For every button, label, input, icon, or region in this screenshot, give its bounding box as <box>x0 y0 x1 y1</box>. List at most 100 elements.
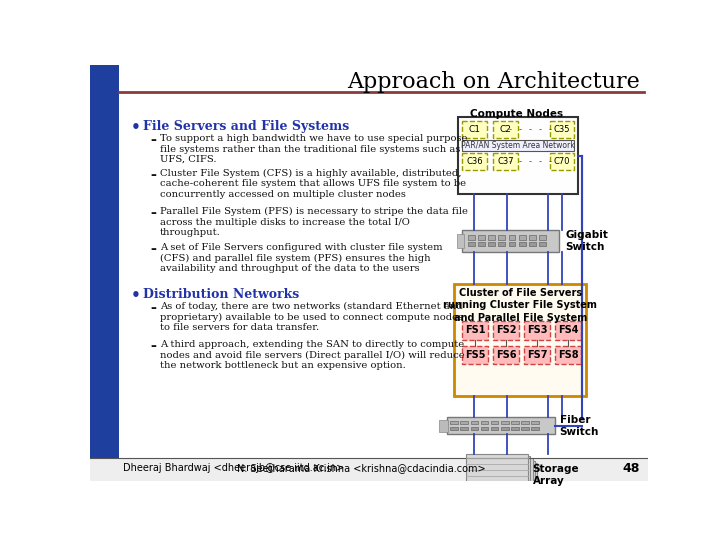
Text: Gigabit
Switch: Gigabit Switch <box>565 231 608 252</box>
Bar <box>531 427 539 430</box>
Text: C35: C35 <box>554 125 570 134</box>
Bar <box>531 421 539 424</box>
Bar <box>468 242 475 246</box>
Text: Fiber
Switch: Fiber Switch <box>559 415 599 437</box>
Bar <box>90 65 120 481</box>
Text: A set of File Servers configured with cluster file system
(CFS) and parallel fil: A set of File Servers configured with cl… <box>160 244 442 273</box>
Text: Parallel File System (PFS) is necessary to stripe the data file
across the multi: Parallel File System (PFS) is necessary … <box>160 207 468 237</box>
Text: A third approach, extending the SAN to directly to compute
nodes and avoid file : A third approach, extending the SAN to d… <box>160 340 464 370</box>
Text: Cluster of File Servers
running Cluster File System
and Parallel File System: Cluster of File Servers running Cluster … <box>444 288 597 323</box>
Bar <box>524 321 550 340</box>
Text: PAR/AN System Area Network: PAR/AN System Area Network <box>462 141 575 150</box>
Bar <box>462 231 559 252</box>
Bar <box>462 153 487 170</box>
Text: •: • <box>130 288 140 303</box>
Text: To support a high bandwidth we have to use special purpose
file systems rather t: To support a high bandwidth we have to u… <box>160 134 467 164</box>
Bar <box>446 417 555 434</box>
Bar <box>481 427 488 430</box>
Bar <box>90 457 648 481</box>
Text: FS7: FS7 <box>527 350 547 360</box>
Bar <box>490 421 498 424</box>
Text: - - - - -: - - - - - <box>508 125 553 134</box>
Text: FS8: FS8 <box>558 350 578 360</box>
Text: FS5: FS5 <box>465 350 485 360</box>
Text: N. Seetharama Krishna <krishna@cdacindia.com>: N. Seetharama Krishna <krishna@cdacindia… <box>237 463 485 473</box>
Bar <box>521 421 528 424</box>
Bar <box>478 235 485 240</box>
Bar <box>475 463 537 496</box>
Bar <box>510 427 518 430</box>
Bar <box>438 420 448 432</box>
Text: –: – <box>150 244 156 256</box>
Bar <box>493 153 518 170</box>
Bar <box>493 321 519 340</box>
Text: FS1: FS1 <box>465 326 485 335</box>
Bar <box>462 140 575 151</box>
Bar <box>493 121 518 138</box>
Bar <box>462 321 488 340</box>
Bar <box>498 242 505 246</box>
Bar <box>500 427 508 430</box>
Bar <box>528 242 536 246</box>
Bar <box>451 427 458 430</box>
Text: File Servers and File Systems: File Servers and File Systems <box>143 120 349 133</box>
Bar <box>451 421 458 424</box>
Bar <box>457 234 464 248</box>
Bar <box>493 346 519 365</box>
Bar <box>461 421 468 424</box>
Text: •: • <box>130 120 140 135</box>
Bar <box>468 235 475 240</box>
Bar <box>473 461 535 496</box>
Bar <box>498 235 505 240</box>
Bar <box>524 346 550 365</box>
Bar <box>471 458 533 496</box>
Text: FS6: FS6 <box>496 350 516 360</box>
Bar <box>549 121 575 138</box>
Bar <box>462 121 487 138</box>
Text: –: – <box>150 340 156 354</box>
Bar <box>458 117 578 194</box>
Text: Cluster File System (CFS) is a highly available, distributed,
cache-coherent fil: Cluster File System (CFS) is a highly av… <box>160 168 466 199</box>
Bar <box>488 242 495 246</box>
Bar <box>468 456 530 496</box>
Text: –: – <box>150 134 156 147</box>
Bar <box>528 235 536 240</box>
Bar <box>539 242 546 246</box>
Bar <box>462 346 488 365</box>
Bar <box>521 427 528 430</box>
Bar <box>471 427 478 430</box>
Text: FS3: FS3 <box>527 326 547 335</box>
Text: 48: 48 <box>623 462 640 475</box>
Text: FS2: FS2 <box>496 326 516 335</box>
Text: C1: C1 <box>469 125 480 134</box>
Bar <box>510 421 518 424</box>
Bar <box>555 346 581 365</box>
Bar <box>555 321 581 340</box>
Text: C70: C70 <box>554 157 570 166</box>
Bar <box>539 235 546 240</box>
Bar <box>466 454 528 496</box>
Bar <box>454 284 586 396</box>
Text: Compute Nodes: Compute Nodes <box>469 110 563 119</box>
Text: Distribution Networks: Distribution Networks <box>143 288 299 301</box>
Text: –: – <box>150 168 156 182</box>
Bar <box>549 153 575 170</box>
Text: - - - - -: - - - - - <box>508 157 553 166</box>
Text: C2: C2 <box>500 125 511 134</box>
Text: FS4: FS4 <box>558 326 578 335</box>
Bar <box>488 235 495 240</box>
Bar <box>518 235 526 240</box>
Text: C36: C36 <box>466 157 482 166</box>
Bar <box>461 427 468 430</box>
Bar <box>471 421 478 424</box>
Bar <box>508 235 516 240</box>
Text: Approach on Architecture: Approach on Architecture <box>348 71 640 93</box>
Text: Dheeraj Bhardwaj <dheerajb@cse.iitd.ac.in>: Dheeraj Bhardwaj <dheerajb@cse.iitd.ac.i… <box>122 463 344 473</box>
Bar <box>478 242 485 246</box>
Text: As of today, there are two networks (standard Ethernet and
proprietary) availabl: As of today, there are two networks (sta… <box>160 302 463 332</box>
Text: –: – <box>150 302 156 315</box>
Text: Storage
Array: Storage Array <box>533 464 579 485</box>
Bar <box>518 242 526 246</box>
Text: –: – <box>150 207 156 220</box>
Bar <box>500 421 508 424</box>
